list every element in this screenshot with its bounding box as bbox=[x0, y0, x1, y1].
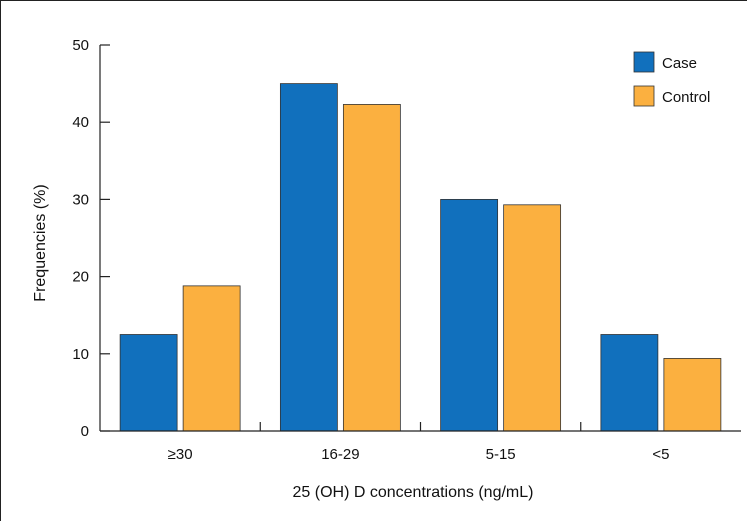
x-tick-label: 5-15 bbox=[486, 446, 516, 463]
bar-case-1 bbox=[279, 83, 338, 432]
y-tick-label: 10 bbox=[72, 346, 89, 363]
y-axis-ticks: 0 10 20 30 40 50 bbox=[72, 37, 110, 440]
legend-swatch-case bbox=[633, 51, 655, 73]
y-tick-label: 20 bbox=[72, 269, 89, 286]
legend-label-case: Case bbox=[662, 55, 697, 72]
bar-control-0 bbox=[182, 285, 241, 432]
bar-case-0 bbox=[119, 334, 178, 432]
legend: Case Control bbox=[633, 51, 710, 107]
bar-control-2 bbox=[503, 204, 562, 432]
y-tick-label: 0 bbox=[81, 423, 89, 440]
legend-label-control: Control bbox=[662, 89, 710, 106]
x-tick-label: <5 bbox=[652, 446, 669, 463]
bar-control-1 bbox=[342, 104, 401, 432]
bar-control-3 bbox=[663, 358, 722, 432]
y-tick-label: 30 bbox=[72, 191, 89, 208]
bars-group bbox=[119, 83, 722, 432]
bar-case-3 bbox=[600, 334, 659, 432]
y-tick-label: 50 bbox=[72, 37, 89, 54]
x-axis-title: 25 (OH) D concentrations (ng/mL) bbox=[293, 484, 534, 501]
x-axis-ticks: ≥30 16-29 5-15 <5 bbox=[168, 422, 669, 463]
y-tick-label: 40 bbox=[72, 114, 89, 131]
legend-swatch-control bbox=[633, 85, 655, 107]
bar-case-2 bbox=[440, 198, 499, 432]
x-tick-label: 16-29 bbox=[321, 446, 359, 463]
x-tick-label: ≥30 bbox=[168, 446, 193, 463]
y-axis-title: Frequencies (%) bbox=[32, 184, 49, 301]
